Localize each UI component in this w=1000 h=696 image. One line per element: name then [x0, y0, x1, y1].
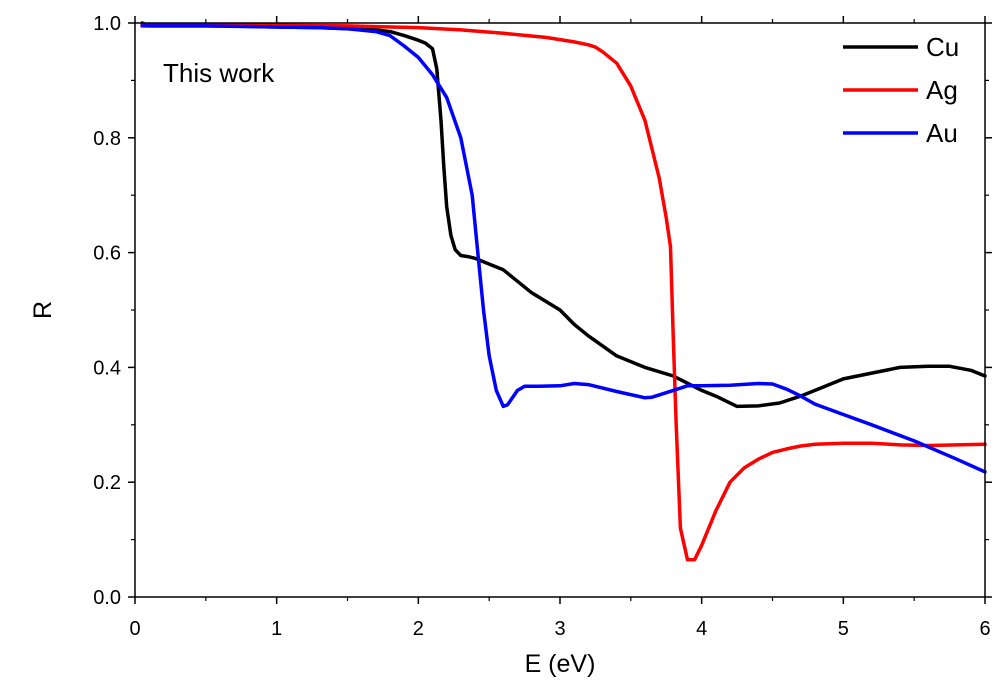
y-tick-label: 0.2 — [93, 472, 121, 494]
legend-label-ag: Ag — [926, 75, 958, 105]
x-tick-label: 0 — [129, 618, 140, 640]
x-tick-label: 3 — [554, 618, 565, 640]
y-tick-label: 0.6 — [93, 243, 121, 265]
y-tick-label: 1.0 — [93, 13, 121, 35]
y-tick-label: 0.8 — [93, 128, 121, 150]
x-tick-label: 1 — [271, 618, 282, 640]
axis-ticks: 0 1 2 3 4 5 6 0.0 0.2 0.4 0.6 0.8 1.0 — [93, 13, 992, 640]
x-tick-label: 5 — [838, 618, 849, 640]
plot-frame — [134, 22, 986, 598]
x-tick-label: 6 — [979, 618, 990, 640]
annotation-text: This work — [163, 58, 275, 88]
legend-label-au: Au — [926, 118, 958, 148]
x-axis-label: E (eV) — [525, 650, 596, 678]
legend: Cu Ag Au — [843, 32, 959, 148]
x-tick-label: 2 — [413, 618, 424, 640]
legend-label-cu: Cu — [926, 32, 959, 62]
y-tick-label: 0.4 — [93, 357, 121, 379]
series-line-ag — [140, 22, 987, 562]
y-tick-label: 0.0 — [93, 587, 121, 609]
y-axis-label: R — [29, 301, 57, 319]
series-line-au — [140, 24, 987, 474]
series-lines — [140, 21, 987, 562]
x-tick-label: 4 — [696, 618, 707, 640]
